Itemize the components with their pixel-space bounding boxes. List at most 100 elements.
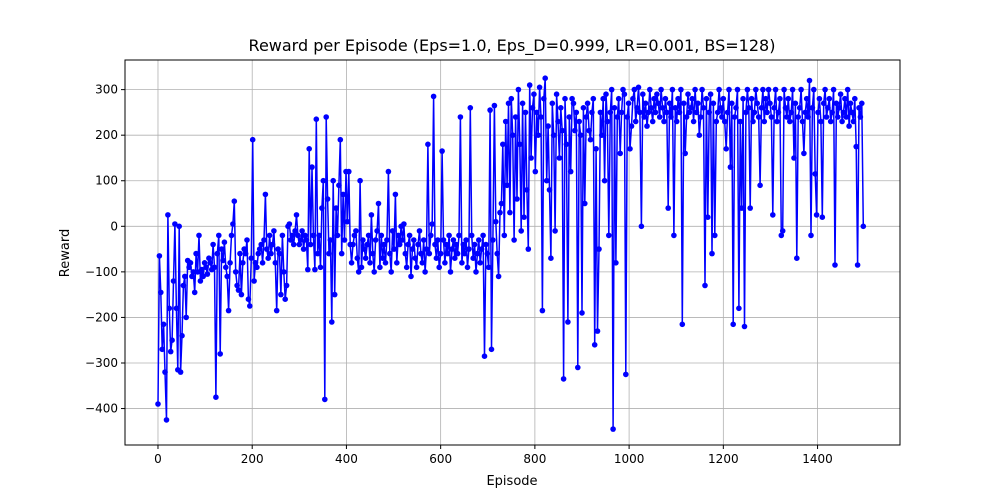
data-point: [826, 95, 833, 102]
data-point: [385, 168, 392, 175]
data-point: [849, 109, 855, 116]
data-point: [204, 271, 211, 277]
data-point: [227, 260, 233, 266]
data-point: [491, 102, 498, 109]
data-point: [717, 105, 724, 111]
data-point: [190, 269, 197, 275]
x-tick-label: 1400: [802, 452, 833, 466]
data-point: [364, 241, 371, 248]
data-point: [825, 105, 831, 111]
data-point: [696, 132, 703, 138]
data-point: [296, 241, 303, 248]
data-point: [279, 232, 286, 239]
data-point: [767, 100, 773, 107]
data-point: [576, 118, 582, 125]
data-point: [808, 232, 814, 239]
data-point: [494, 250, 501, 257]
data-point: [566, 114, 573, 120]
data-point: [252, 260, 259, 266]
data-point: [606, 232, 612, 239]
x-tick-label: 0: [154, 452, 162, 466]
data-point: [840, 109, 847, 116]
data-point: [254, 264, 260, 271]
data-point: [232, 269, 239, 275]
data-point: [784, 114, 790, 120]
data-point: [727, 164, 734, 170]
data-point: [278, 291, 284, 298]
data-point: [614, 114, 621, 120]
data-point: [367, 260, 373, 266]
data-point: [644, 123, 650, 129]
data-point: [785, 95, 792, 102]
data-point: [659, 105, 666, 111]
data-point: [297, 237, 304, 243]
data-point: [189, 273, 195, 280]
data-point: [860, 223, 867, 230]
data-point: [730, 321, 736, 328]
data-point: [844, 86, 851, 93]
data-point: [167, 348, 174, 355]
data-point: [672, 105, 679, 111]
data-point: [436, 264, 443, 271]
data-point: [624, 114, 630, 120]
data-point: [471, 241, 478, 248]
data-point: [661, 118, 667, 125]
data-point: [567, 168, 574, 175]
data-point: [645, 109, 652, 116]
data-point: [314, 250, 321, 257]
data-point: [553, 91, 560, 97]
data-point: [772, 86, 779, 93]
data-point: [354, 255, 361, 261]
data-point: [357, 177, 363, 184]
data-point: [827, 118, 834, 125]
data-point: [433, 255, 440, 261]
data-point: [596, 246, 602, 252]
data-point: [442, 260, 448, 266]
chart-title: Reward per Episode (Eps=1.0, Eps_D=0.999…: [249, 36, 776, 56]
data-point: [444, 250, 451, 257]
data-point: [531, 91, 537, 97]
data-point: [266, 232, 273, 239]
data-point: [675, 95, 681, 102]
data-point: [528, 155, 534, 161]
data-point: [719, 114, 725, 120]
x-tick-label: 400: [335, 452, 358, 466]
data-point: [307, 241, 314, 248]
data-point: [498, 200, 505, 207]
data-point: [714, 109, 721, 116]
data-point: [819, 214, 826, 220]
data-point: [408, 273, 414, 280]
data-point: [428, 232, 434, 239]
data-point: [511, 237, 517, 243]
data-point: [746, 105, 752, 111]
data-point: [170, 278, 177, 284]
data-point: [159, 346, 165, 353]
data-point: [500, 141, 506, 148]
data-point: [220, 257, 226, 264]
data-point: [754, 100, 760, 107]
data-point: [241, 246, 247, 252]
data-point: [812, 171, 818, 177]
data-point: [449, 246, 455, 252]
data-point: [662, 95, 669, 102]
data-point: [435, 237, 441, 243]
data-point: [480, 232, 486, 239]
data-point: [346, 168, 352, 175]
data-point: [599, 132, 605, 138]
data-point: [337, 136, 344, 143]
data-point: [360, 237, 366, 243]
data-point: [272, 260, 279, 266]
data-point: [341, 237, 348, 243]
data-point: [569, 95, 575, 102]
data-point: [244, 237, 250, 243]
data-point: [485, 264, 492, 271]
data-point: [579, 310, 585, 316]
data-point: [225, 307, 232, 314]
data-point: [375, 200, 382, 207]
data-point: [613, 260, 619, 266]
data-point: [559, 127, 565, 134]
data-point: [361, 246, 368, 252]
data-point: [620, 86, 626, 93]
data-point: [265, 255, 272, 261]
y-tick-label: 300: [95, 83, 118, 97]
